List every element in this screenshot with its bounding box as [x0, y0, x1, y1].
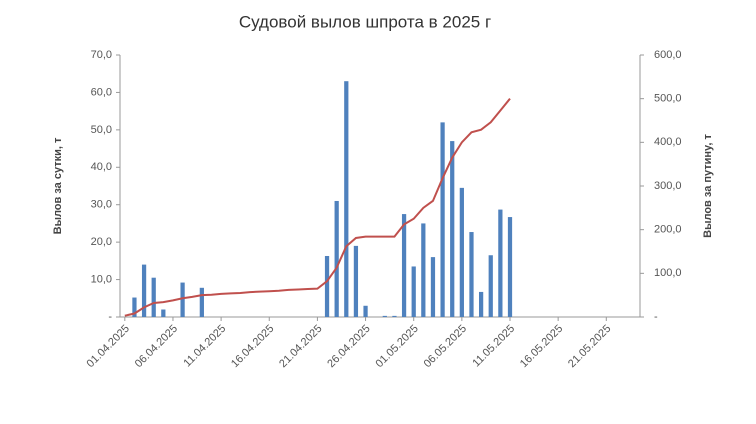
bar	[411, 266, 416, 317]
x-tick-label: 01.04.2025	[85, 323, 132, 370]
y-tick-label: 50,0	[91, 124, 112, 136]
y-tick-label: 20,0	[91, 236, 112, 248]
chart-title: Судовой вылов шпрота в 2025 г	[239, 12, 491, 31]
x-tick-label: 21.05.2025	[566, 323, 613, 370]
y-axis-title: Вылов за сутки, т	[52, 137, 64, 234]
bar	[353, 245, 359, 317]
y2-tick-label: -	[654, 311, 658, 323]
bar	[324, 255, 330, 317]
x-tick-label: 26.04.2025	[325, 323, 372, 370]
y-tick-label: 70,0	[91, 49, 112, 61]
bar	[363, 305, 368, 317]
y2-tick-label: 500,0	[654, 93, 682, 105]
bar	[459, 187, 464, 317]
bar	[132, 297, 137, 317]
x-tick-label: 06.05.2025	[422, 323, 469, 370]
bar	[478, 291, 484, 317]
bar	[498, 209, 503, 317]
x-tick-label: 21.04.2025	[277, 323, 324, 370]
bar	[382, 315, 387, 317]
bar	[507, 217, 513, 317]
y2-tick-label: 100,0	[654, 267, 682, 279]
bar	[141, 264, 147, 317]
x-tick-label: 11.05.2025	[470, 323, 517, 370]
y2-axis-title: Вылов за путину, т	[702, 134, 714, 238]
bar	[440, 122, 445, 317]
line	[124, 98, 511, 317]
y-tick-label: 10,0	[91, 273, 112, 285]
x-tick-label: 11.04.2025	[181, 323, 228, 370]
x-tick-label: 16.05.2025	[518, 323, 565, 370]
bar	[151, 277, 156, 317]
y2-tick-label: 400,0	[654, 136, 682, 148]
y-tick-label: 40,0	[91, 161, 112, 173]
x-tick-label: 16.04.2025	[229, 323, 276, 370]
y2-tick-label: 200,0	[654, 224, 682, 236]
y2-tick-label: 300,0	[654, 180, 682, 192]
x-tick-label: 06.04.2025	[133, 323, 180, 370]
bar	[469, 232, 474, 317]
bar	[392, 315, 397, 317]
y-tick-label: 30,0	[91, 199, 112, 211]
bar	[488, 255, 493, 317]
bar	[430, 257, 436, 317]
y-tick-label: 60,0	[91, 86, 112, 98]
y2-tick-label: 600,0	[654, 49, 682, 61]
bar	[401, 214, 407, 317]
bar	[344, 81, 349, 317]
y-tick-label: -	[108, 311, 112, 323]
x-tick-label: 01.05.2025	[373, 323, 420, 370]
bar	[334, 200, 339, 317]
bar	[450, 141, 455, 317]
bar	[421, 223, 426, 317]
bar	[161, 309, 166, 317]
bar	[199, 287, 204, 317]
bar	[180, 282, 185, 317]
